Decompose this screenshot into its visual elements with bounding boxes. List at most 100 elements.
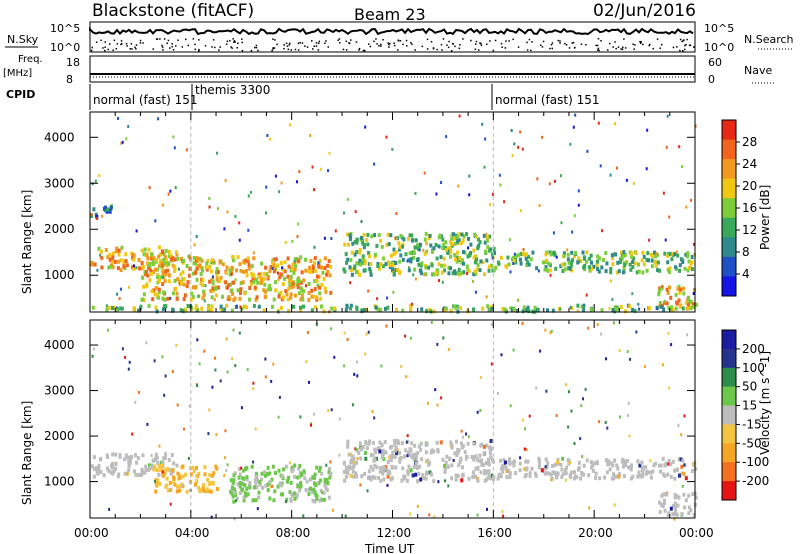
scatter-cell-3 <box>414 472 418 477</box>
scatter-cell-4 <box>561 456 565 461</box>
scatter-speck <box>311 264 314 268</box>
scatter-speck <box>472 279 474 283</box>
scatter-cell-3 <box>440 263 444 268</box>
scatter-cell-2 <box>299 297 303 302</box>
scatter-speck <box>119 287 122 291</box>
scatter-cell-2 <box>327 259 331 264</box>
scatter-cell-3 <box>376 264 380 268</box>
scatter-cell-2 <box>169 257 173 262</box>
scatter-cell-0 <box>102 473 106 478</box>
nsearch-dot <box>348 42 350 44</box>
scatter-cell-3 <box>490 457 494 462</box>
scatter-cell-0 <box>116 266 120 271</box>
scatter-cell-3 <box>458 232 462 237</box>
scatter-speck <box>293 259 296 263</box>
nsearch-dot <box>376 43 378 45</box>
nsearch-dot <box>389 42 391 45</box>
scatter-cell-0 <box>146 467 150 472</box>
scatter-cell-0 <box>108 257 112 262</box>
velocity-colorbar-swatch <box>722 367 736 388</box>
scatter-cell-1 <box>197 486 201 490</box>
scatter-cell-4 <box>622 474 626 479</box>
scatter-cell-3 <box>367 469 371 474</box>
scatter-cell-3 <box>355 250 359 254</box>
scatter-cell-1 <box>175 484 179 489</box>
scatter-cell-3 <box>420 261 424 266</box>
scatter-speck <box>523 447 526 451</box>
scatter-cell-2 <box>192 285 195 290</box>
scatter-cell-4 <box>582 463 586 468</box>
nsearch-dot <box>551 47 553 50</box>
scatter-cell-4 <box>686 251 690 256</box>
scatter-speck <box>508 238 511 242</box>
scatter-speck <box>462 435 464 439</box>
scatter-cell-4 <box>607 459 611 464</box>
scatter-speck <box>333 355 336 359</box>
scatter-cell-2 <box>205 261 209 266</box>
scatter-speck <box>694 124 697 128</box>
nsearch-dot <box>142 42 144 44</box>
scatter-cell-2 <box>239 291 242 296</box>
scatter-cell-6 <box>600 308 604 313</box>
scatter-speck <box>525 448 528 452</box>
scatter-cell-3 <box>388 263 392 267</box>
scatter-cell-3 <box>346 444 350 449</box>
scatter-cell-3 <box>434 242 438 247</box>
scatter-cell-3 <box>361 257 365 262</box>
scatter-speck <box>203 299 206 303</box>
scatter-cell-3 <box>358 258 362 263</box>
nsearch-dot <box>614 41 616 43</box>
scatter-speck <box>212 275 214 279</box>
scatter-cell-2 <box>286 479 290 483</box>
scatter-cell-4 <box>640 258 644 263</box>
scatter-speck <box>509 306 512 310</box>
nsearch-dot <box>607 49 609 51</box>
scatter-cell-3 <box>479 443 483 448</box>
scatter-speck <box>280 181 283 185</box>
scatter-speck <box>544 465 547 469</box>
nsearch-dot <box>684 44 686 47</box>
scatter-speck <box>343 211 345 215</box>
scatter-cell-4 <box>623 263 627 267</box>
scatter-speck <box>476 410 479 414</box>
scatter-cell-2 <box>313 490 317 495</box>
scatter-cell-2 <box>241 468 245 473</box>
scatter-cell-0 <box>118 455 122 460</box>
scatter-speck <box>646 128 649 132</box>
nsearch-dot <box>315 42 318 44</box>
scatter-cell-5 <box>687 493 691 498</box>
scatter-cell-2 <box>235 496 239 501</box>
nsearch-dot <box>568 47 571 49</box>
scatter-speck <box>96 216 99 220</box>
scatter-cell-3 <box>398 259 402 264</box>
scatter-cell-3 <box>487 458 490 462</box>
scatter-speck <box>662 191 665 195</box>
scatter-cell-3 <box>450 476 454 481</box>
scatter-cell-4 <box>556 457 560 462</box>
scatter-cell-4 <box>499 458 502 463</box>
scatter-cell-2 <box>178 279 182 284</box>
scatter-cell-2 <box>252 274 256 278</box>
scatter-cell-4 <box>629 267 633 272</box>
scatter-speck <box>195 235 198 238</box>
scatter-cell-4 <box>616 260 620 265</box>
scatter-cell-3 <box>393 448 397 453</box>
nsearch-dot <box>642 43 644 46</box>
scatter-cell-4 <box>583 263 587 268</box>
scatter-cell-2 <box>240 481 244 486</box>
nsearch-dot <box>508 40 510 42</box>
scatter-cell-1 <box>192 469 196 474</box>
scatter-cell-6 <box>355 305 359 310</box>
scatter-speck <box>238 221 241 225</box>
scatter-cell-2 <box>270 477 274 482</box>
scatter-speck <box>315 323 318 327</box>
scatter-cell-2 <box>309 269 313 274</box>
scatter-cell-5 <box>663 508 667 513</box>
y-tick-label: 3000 <box>44 176 75 190</box>
scatter-cell-3 <box>406 451 410 455</box>
scatter-cell-3 <box>349 258 353 263</box>
scatter-speck <box>501 510 504 513</box>
scatter-cell-3 <box>363 471 367 476</box>
scatter-speck <box>327 409 330 413</box>
scatter-cell-4 <box>637 269 641 274</box>
